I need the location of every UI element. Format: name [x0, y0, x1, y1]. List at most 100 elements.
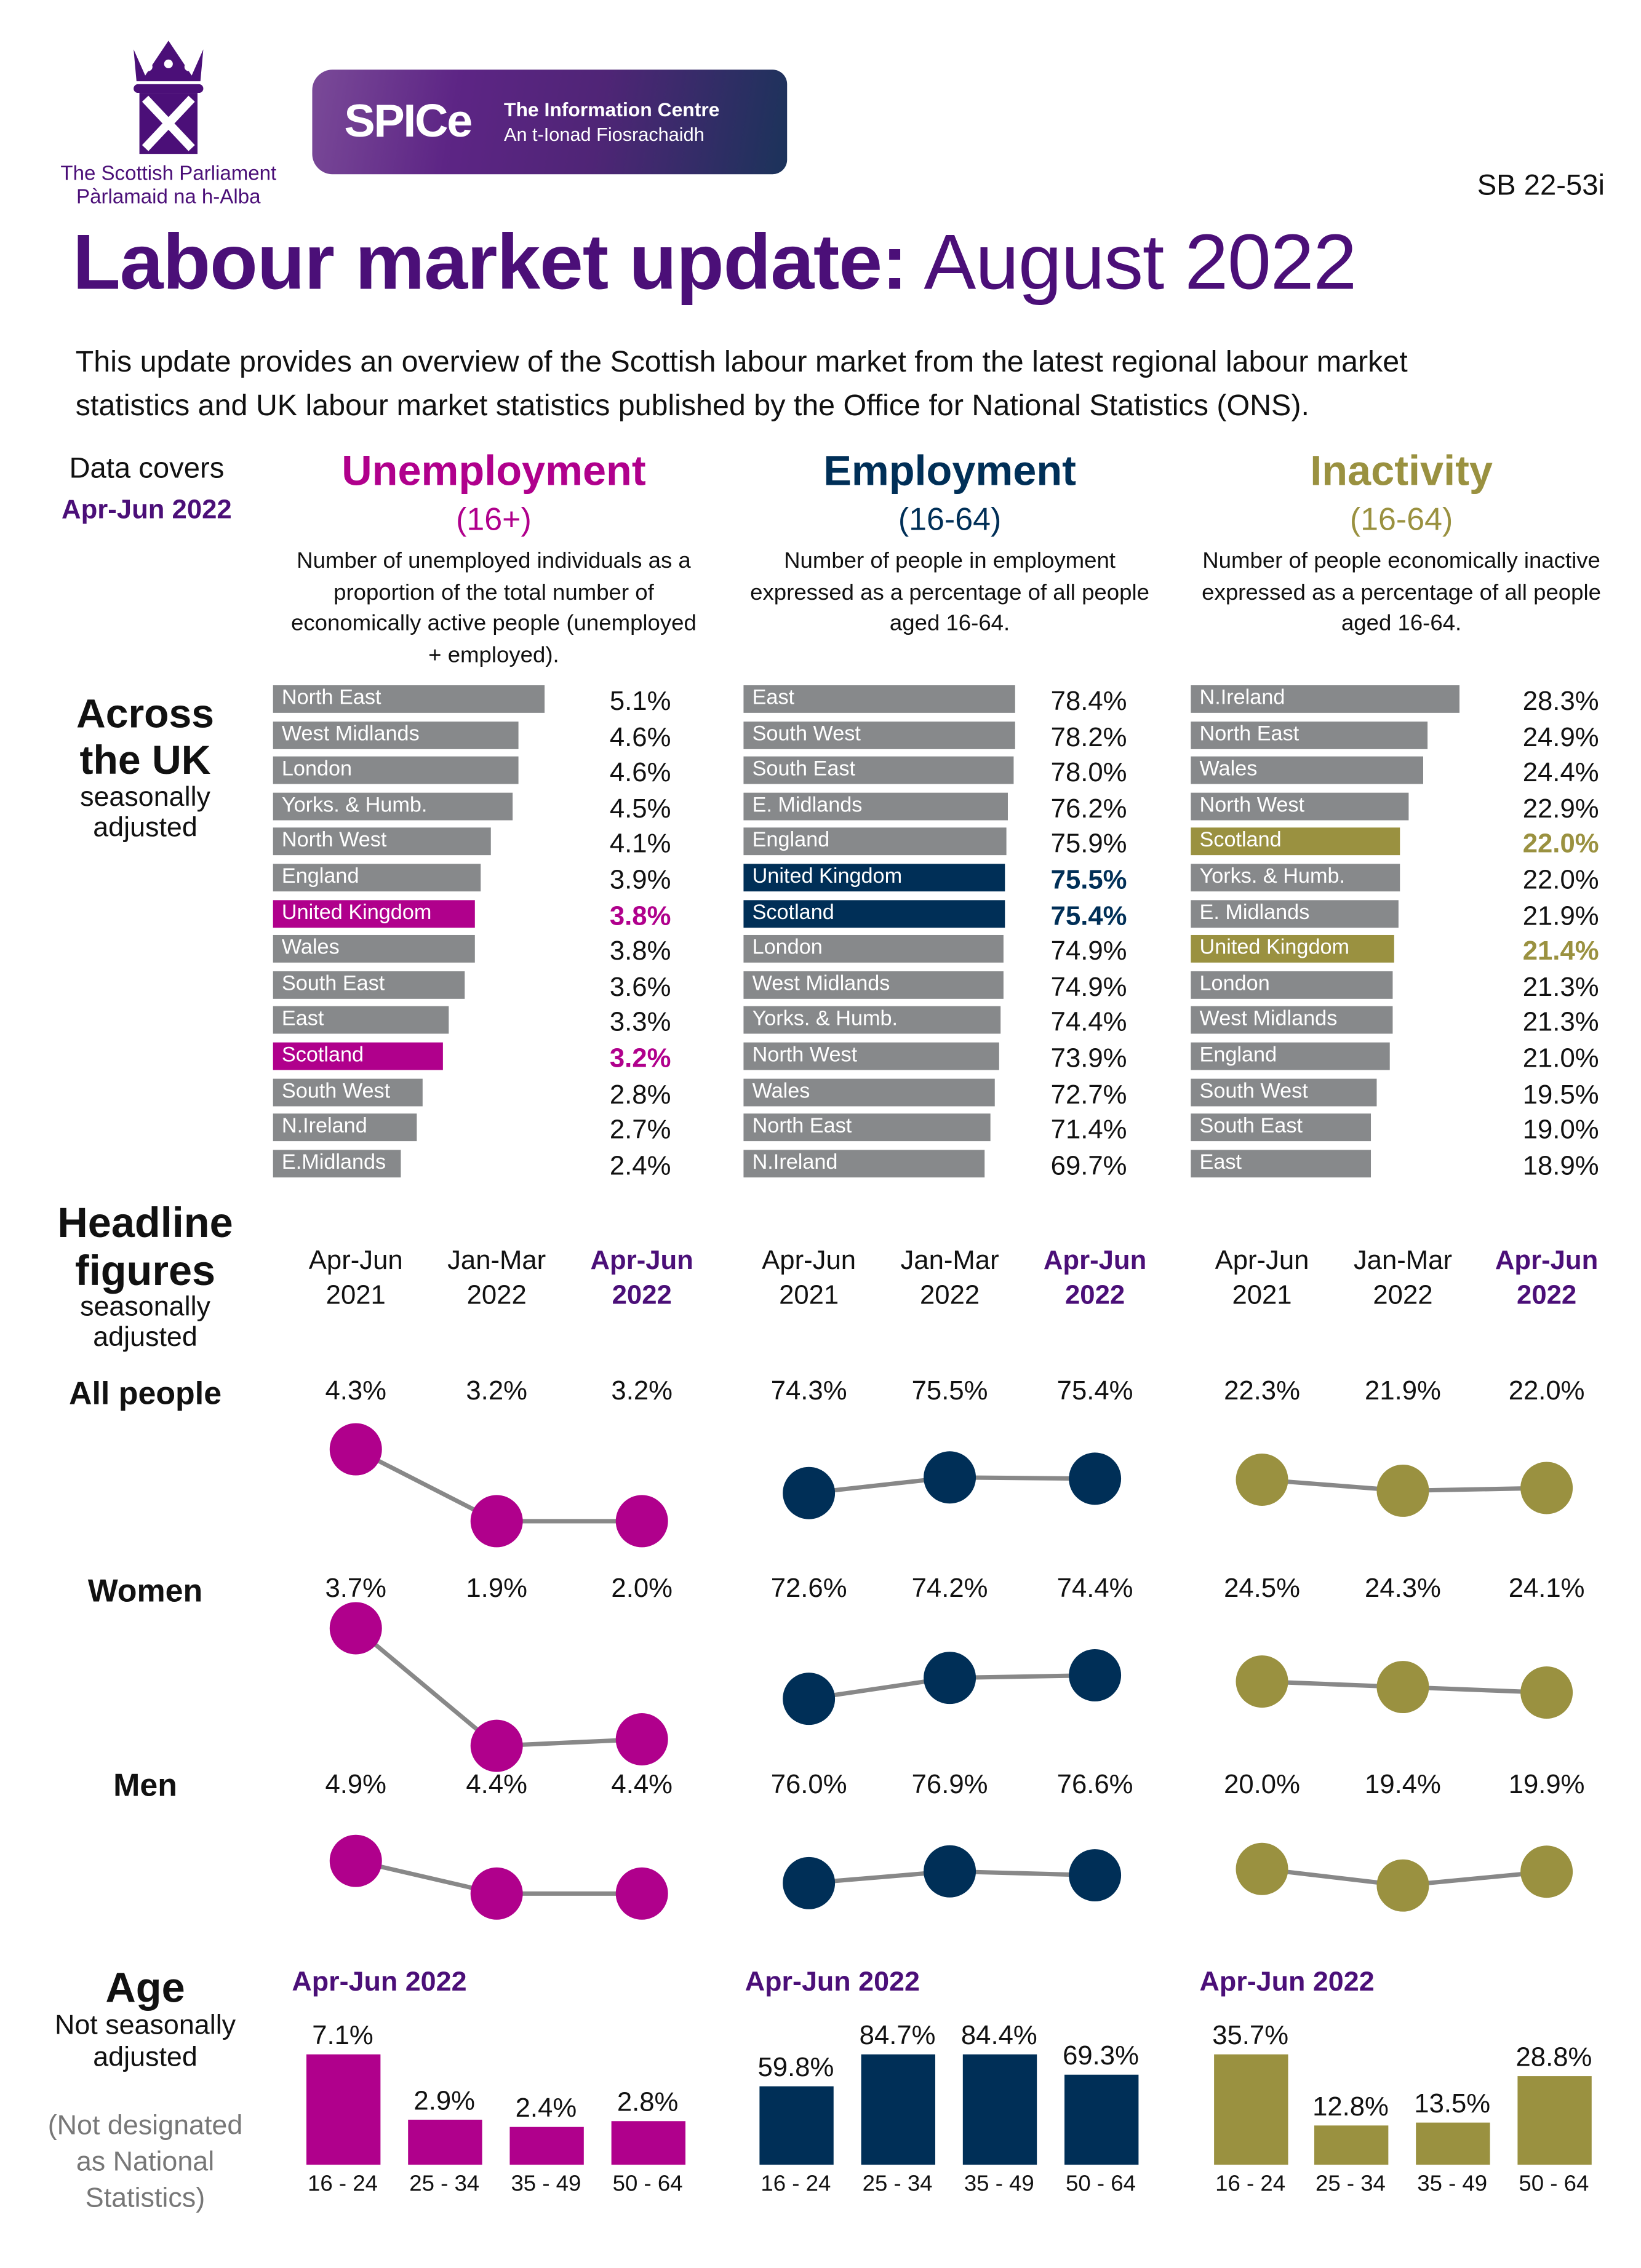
unemployment-region-value: 4.6% [609, 721, 671, 752]
employment-men-value: 76.0% [770, 1768, 847, 1799]
unemployment-age-value: 2.8% [617, 2086, 679, 2117]
employment-region-bar: South West [743, 721, 1015, 749]
headline-note: seasonally adjusted [29, 1292, 262, 1353]
inactivity-region-bar: London [1191, 971, 1394, 999]
unemployment-period-header: Apr-Jun 2022 [569, 1243, 714, 1312]
unemployment-region-value: 2.7% [609, 1113, 671, 1145]
employment-region-bar: E. Midlands [743, 792, 1008, 821]
inactivity-region-value: 24.4% [1522, 757, 1599, 787]
inactivity-age-range: (16-64) [1349, 501, 1453, 538]
employment-men-point [1069, 1849, 1122, 1902]
unemployment-men-point [470, 1867, 523, 1920]
employment-region-value: 73.9% [1050, 1042, 1127, 1073]
inactivity-region-bar: Wales [1191, 757, 1423, 784]
inactivity-heading: Inactivity [1310, 448, 1493, 495]
inactivity-region-value: 22.0% [1522, 828, 1599, 859]
unemployment-region-bar: Wales [273, 935, 476, 963]
employment-age-value: 69.3% [1063, 2039, 1139, 2071]
across-uk-title-line2: the UK [79, 737, 211, 783]
inactivity-region-value: 24.9% [1522, 721, 1599, 752]
briefing-reference: SB 22-53i [1477, 170, 1605, 202]
inactivity-region-value: 28.3% [1522, 685, 1599, 716]
unemployment-region-value: 4.1% [609, 828, 671, 859]
unemployment-age-group-label: 50 - 64 [612, 2171, 683, 2197]
unemployment-heading: Unemployment [341, 448, 646, 495]
inactivity-all-point [1520, 1462, 1573, 1514]
unemployment-men-point [615, 1867, 668, 1920]
employment-age-group-label: 35 - 49 [964, 2171, 1034, 2197]
employment-region-bar: North East [743, 1113, 991, 1142]
employment-region-value: 75.4% [1050, 899, 1127, 930]
unemployment-age-group-label: 25 - 34 [409, 2171, 480, 2197]
employment-all-point [1069, 1452, 1122, 1505]
age-note-line1: Not seasonally [54, 2010, 236, 2042]
employment-period-line2: 2022 [1065, 1279, 1125, 1310]
unemployment-age-bar [509, 2127, 584, 2165]
unemployment-period-line1: Apr-Jun [590, 1244, 693, 1275]
employment-region-bar: Wales [743, 1078, 996, 1106]
unemployment-age-period: Apr-Jun 2022 [292, 1967, 467, 1998]
inactivity-period-line2: 2022 [1373, 1279, 1433, 1310]
inactivity-region-bar: N.Ireland [1191, 685, 1460, 713]
employment-period-line1: Jan-Mar [900, 1244, 999, 1275]
headline-title: Headline figures [29, 1201, 262, 1297]
employment-period-header: Apr-Jun 2022 [1023, 1243, 1168, 1312]
inactivity-all-value: 21.9% [1365, 1375, 1441, 1406]
inactivity-age-value: 12.8% [1312, 2090, 1389, 2121]
employment-region-value: 78.2% [1050, 721, 1127, 752]
unemployment-age-value: 7.1% [312, 2019, 373, 2050]
intro-text: This update provides an overview of the … [75, 345, 1408, 423]
data-covers-label: Data covers [69, 453, 225, 485]
inactivity-age-bar [1314, 2125, 1389, 2165]
unemployment-period-line1: Apr-Jun [308, 1244, 403, 1275]
unemployment-region-bar: Yorks. & Humb. [273, 792, 513, 821]
row-label-men: Men [113, 1767, 177, 1804]
employment-region-value: 71.4% [1050, 1113, 1127, 1145]
inactivity-women-value: 24.3% [1365, 1572, 1441, 1603]
inactivity-age-group-label: 35 - 49 [1417, 2171, 1488, 2197]
inactivity-men-point [1520, 1845, 1573, 1898]
inactivity-region-value: 19.0% [1522, 1113, 1599, 1145]
unemployment-men-value: 4.9% [325, 1768, 386, 1799]
headline-title-line2: figures [74, 1248, 216, 1295]
employment-men-value: 76.6% [1056, 1768, 1133, 1799]
inactivity-women-value: 24.1% [1508, 1572, 1585, 1603]
unemployment-region-bar: Scotland [273, 1042, 444, 1070]
employment-region-bar: North West [743, 1042, 1000, 1070]
spice-banner: SPICe The Information Centre An t-Ionad … [312, 70, 788, 175]
employment-region-value: 75.9% [1050, 828, 1127, 859]
inactivity-men-value: 20.0% [1224, 1768, 1300, 1799]
inactivity-period-line1: Apr-Jun [1215, 1244, 1309, 1275]
inactivity-region-bar: South East [1191, 1113, 1371, 1142]
unemployment-region-value: 3.8% [609, 935, 671, 966]
employment-period-line1: Apr-Jun [762, 1244, 856, 1275]
employment-women-point [1069, 1649, 1122, 1701]
unemployment-region-value: 3.3% [609, 1006, 671, 1038]
org-name: The Scottish Parliament [60, 161, 277, 185]
unemployment-age-value: 2.9% [413, 2085, 475, 2115]
inactivity-age-group-label: 25 - 34 [1316, 2171, 1386, 2197]
unemployment-period-line2: 2022 [466, 1279, 527, 1310]
spice-title: The Information Centre [503, 98, 720, 121]
unemployment-men-value: 4.4% [466, 1768, 527, 1799]
unemployment-region-bar: East [273, 1006, 449, 1035]
employment-region-bar: N.Ireland [743, 1149, 985, 1177]
inactivity-description: Number of people economically inactive e… [1202, 549, 1601, 636]
page-title-main: Labour market update: [73, 219, 908, 307]
employment-region-bar: East [743, 685, 1015, 713]
employment-women-value: 74.4% [1056, 1572, 1133, 1603]
unemployment-age-group-label: 35 - 49 [511, 2171, 581, 2197]
unemployment-region-bar: N.Ireland [273, 1113, 417, 1142]
inactivity-region-bar: United Kingdom [1191, 935, 1394, 963]
inactivity-age-period: Apr-Jun 2022 [1199, 1967, 1375, 1998]
inactivity-age-value: 35.7% [1212, 2019, 1289, 2050]
inactivity-age-value: 13.5% [1414, 2088, 1491, 2119]
inactivity-women-point [1376, 1661, 1429, 1714]
inactivity-region-value: 22.9% [1522, 792, 1599, 823]
inactivity-age-group-label: 50 - 64 [1519, 2171, 1589, 2197]
age-caveat-line1: (Not designated [47, 2111, 243, 2142]
employment-age-group-label: 50 - 64 [1066, 2171, 1136, 2197]
employment-all-value: 75.4% [1056, 1375, 1133, 1406]
across-uk-title-line1: Across [76, 691, 215, 736]
unemployment-age-bar [408, 2119, 482, 2165]
